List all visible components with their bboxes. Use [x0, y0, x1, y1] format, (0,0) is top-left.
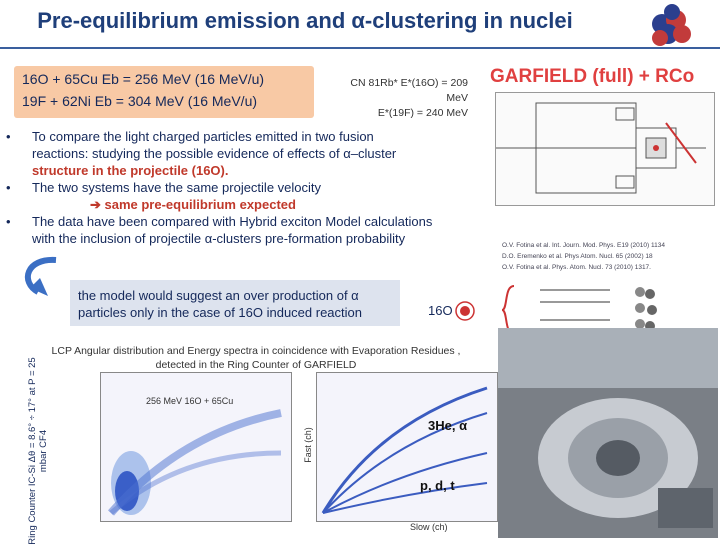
lcp-line-1: LCP Angular distribution and Energy spec… [51, 345, 461, 357]
lcp-caption: LCP Angular distribution and Energy spec… [46, 344, 466, 372]
bullet-3-line-1: The data have been compared with Hybrid … [32, 214, 433, 229]
cn-line-1: CN 81Rb* E*(16O) = 209 MeV [350, 77, 468, 104]
bullet-1-line-1: To compare the light charged particles e… [32, 129, 374, 144]
model-box [70, 280, 400, 326]
bullet-1-line-3: structure in the projectile (16O). [32, 163, 229, 178]
bullet-marker: • [6, 129, 11, 144]
compound-nucleus-info: CN 81Rb* E*(16O) = 209 MeV E*(19F) = 240… [328, 76, 468, 121]
band-pdt-label: p, d, t [420, 478, 455, 493]
bullet-2-line-1: The two systems have the same projectile… [32, 180, 322, 195]
reference-2: D.O. Eremenko et al. Phys Atom. Nucl. 65… [502, 253, 653, 260]
o16-label: 16O [428, 303, 453, 318]
model-line-2: particles only in the case of 16O induce… [78, 305, 363, 320]
garfield-title: GARFIELD (full) + RCo [490, 66, 695, 87]
bullet-3-line-2: with the inclusion of projectile α-clust… [32, 231, 406, 246]
garfield-detector-photo [498, 328, 718, 538]
nucleus-icon [652, 4, 691, 46]
reaction-line-1: 16O + 65Cu Eb = 256 MeV (16 MeV/u) [22, 71, 265, 87]
plot1-label: 256 MeV 16O + 65Cu [146, 396, 234, 406]
reference-3: O.V. Fotina et al. Phys. Atom. Nucl. 73 … [502, 264, 651, 271]
cn-line-2: E*(19F) = 240 MeV [377, 107, 468, 119]
band-he-label: 3He, α [428, 418, 468, 433]
model-line-1: the model would suggest an over producti… [78, 288, 359, 303]
o16-nucleus-icon [455, 301, 475, 321]
bullet-marker: • [6, 180, 11, 195]
reaction-box: 16O + 65Cu Eb = 256 MeV (16 MeV/u) 19F +… [14, 66, 314, 118]
references: O.V. Fotina et al. Int. Journ. Mod. Phys… [502, 240, 665, 273]
reference-1: O.V. Fotina et al. Int. Journ. Mod. Phys… [502, 242, 665, 249]
bullet-1-line-2: reactions: studying the possible evidenc… [32, 146, 397, 161]
energy-spectra-plot [316, 372, 498, 522]
lcp-line-2: detected in the Ring Counter of GARFIELD [155, 359, 357, 371]
reaction-line-2: 19F + 62Ni Eb = 304 MeV (16 MeV/u) [22, 93, 258, 109]
angular-distribution-plot [100, 372, 292, 522]
model-text: the model would suggest an over producti… [78, 287, 398, 321]
plot2-xlabel: Slow (ch) [410, 522, 448, 532]
plot2-ylabel: Fast (ch) [303, 427, 313, 463]
ring-counter-label: Ring Counter IC-Si Δθ = 8.6° ÷ 17° at P … [27, 357, 49, 545]
detector-schematic [495, 92, 715, 206]
page-title: Pre-equilibrium emission and α-clusterin… [37, 8, 573, 33]
bullet-marker: • [6, 214, 11, 229]
bullet-2-line-2: ➔ same pre-equilibrium expected [90, 197, 296, 212]
title-divider [0, 47, 720, 49]
level-scheme-diagram [501, 285, 657, 335]
curved-arrow-icon [25, 256, 57, 296]
